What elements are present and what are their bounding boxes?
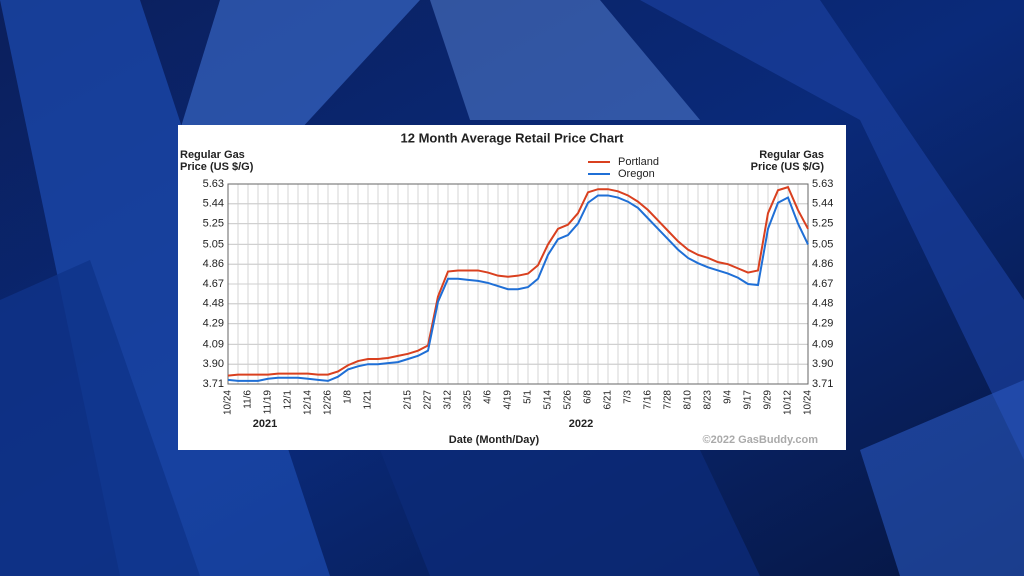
x-tick-label: 10/12 <box>783 390 794 415</box>
x-tick-label: 7/3 <box>623 390 634 404</box>
x-tick-label: 3/25 <box>463 390 474 410</box>
y2-tick-label: 3.90 <box>812 358 833 370</box>
x-tick-label: 4/6 <box>483 390 494 404</box>
legend-label: Portland <box>618 156 659 168</box>
x-tick-label: 12/14 <box>303 390 314 415</box>
y2-tick-label: 5.44 <box>812 198 833 210</box>
chart-title: 12 Month Average Retail Price Chart <box>401 130 625 145</box>
y-tick-label: 4.86 <box>203 258 224 270</box>
x-tick-label: 7/28 <box>663 390 674 410</box>
y-axis-label: Price (US $/G) <box>180 161 254 173</box>
y2-tick-label: 3.71 <box>812 378 833 390</box>
y-tick-label: 5.25 <box>203 217 224 229</box>
x-tick-label: 4/19 <box>503 390 514 410</box>
y-tick-label: 4.48 <box>203 298 224 310</box>
x-tick-label: 5/14 <box>543 390 554 410</box>
y-axis-label: Regular Gas <box>180 149 245 161</box>
x-tick-label: 2/15 <box>403 390 414 410</box>
y-tick-label: 4.67 <box>203 278 224 290</box>
legend-label: Oregon <box>618 168 655 180</box>
y2-axis-label: Regular Gas <box>759 149 824 161</box>
x-tick-label: 11/19 <box>263 390 274 415</box>
x-tick-label: 5/26 <box>563 390 574 410</box>
x-tick-label: 11/6 <box>243 390 254 409</box>
x-tick-label: 9/29 <box>763 390 774 410</box>
bg-shape <box>180 0 420 130</box>
x-tick-label: 12/1 <box>283 390 294 410</box>
y2-axis-label: Price (US $/G) <box>751 161 825 173</box>
x-tick-label: 8/23 <box>703 390 714 410</box>
x-tick-label: 3/12 <box>443 390 454 410</box>
y2-tick-label: 5.05 <box>812 238 833 250</box>
line-series <box>227 194 809 382</box>
plot-border <box>227 183 809 385</box>
x-tick-label: 6/21 <box>603 390 614 410</box>
x-tick-label: 1/21 <box>363 390 374 410</box>
x-tick-label: 9/4 <box>723 390 734 404</box>
y2-tick-label: 4.48 <box>812 298 833 310</box>
x-tick-label: 9/17 <box>743 390 754 410</box>
x-tick-label: 6/8 <box>583 390 594 404</box>
x-tick-label: 10/24 <box>803 390 814 415</box>
y2-tick-label: 4.09 <box>812 338 833 350</box>
line-series <box>227 185 809 377</box>
y-tick-label: 5.44 <box>203 198 224 210</box>
y-tick-label: 3.71 <box>203 378 224 390</box>
y2-tick-label: 5.63 <box>812 178 833 190</box>
x-tick-label: 2/27 <box>423 390 434 410</box>
x-tick-label: 10/24 <box>223 390 234 415</box>
x-tick-label: 7/16 <box>643 390 654 410</box>
bg-shape <box>380 450 760 576</box>
x-tick-label: 12/26 <box>323 390 334 415</box>
y2-tick-label: 4.86 <box>812 258 833 270</box>
bg-shape <box>0 260 200 576</box>
y-tick-label: 4.29 <box>203 317 224 329</box>
y-tick-label: 5.05 <box>203 238 224 250</box>
year-label: 2022 <box>569 418 593 430</box>
credit: ©2022 GasBuddy.com <box>703 434 819 446</box>
x-axis-label: Date (Month/Day) <box>449 434 540 446</box>
bg-shape <box>860 380 1024 576</box>
x-tick-label: 8/10 <box>683 390 694 410</box>
x-tick-label: 1/8 <box>343 390 354 404</box>
x-tick-label: 5/1 <box>523 390 534 404</box>
y2-tick-label: 4.29 <box>812 317 833 329</box>
y-tick-label: 3.90 <box>203 358 224 370</box>
year-label: 2021 <box>253 418 277 430</box>
y2-tick-label: 4.67 <box>812 278 833 290</box>
y-tick-label: 4.09 <box>203 338 224 350</box>
bg-shape <box>640 0 1024 460</box>
bg-shape <box>430 0 700 120</box>
y-tick-label: 5.63 <box>203 178 224 190</box>
y2-tick-label: 5.25 <box>812 217 833 229</box>
